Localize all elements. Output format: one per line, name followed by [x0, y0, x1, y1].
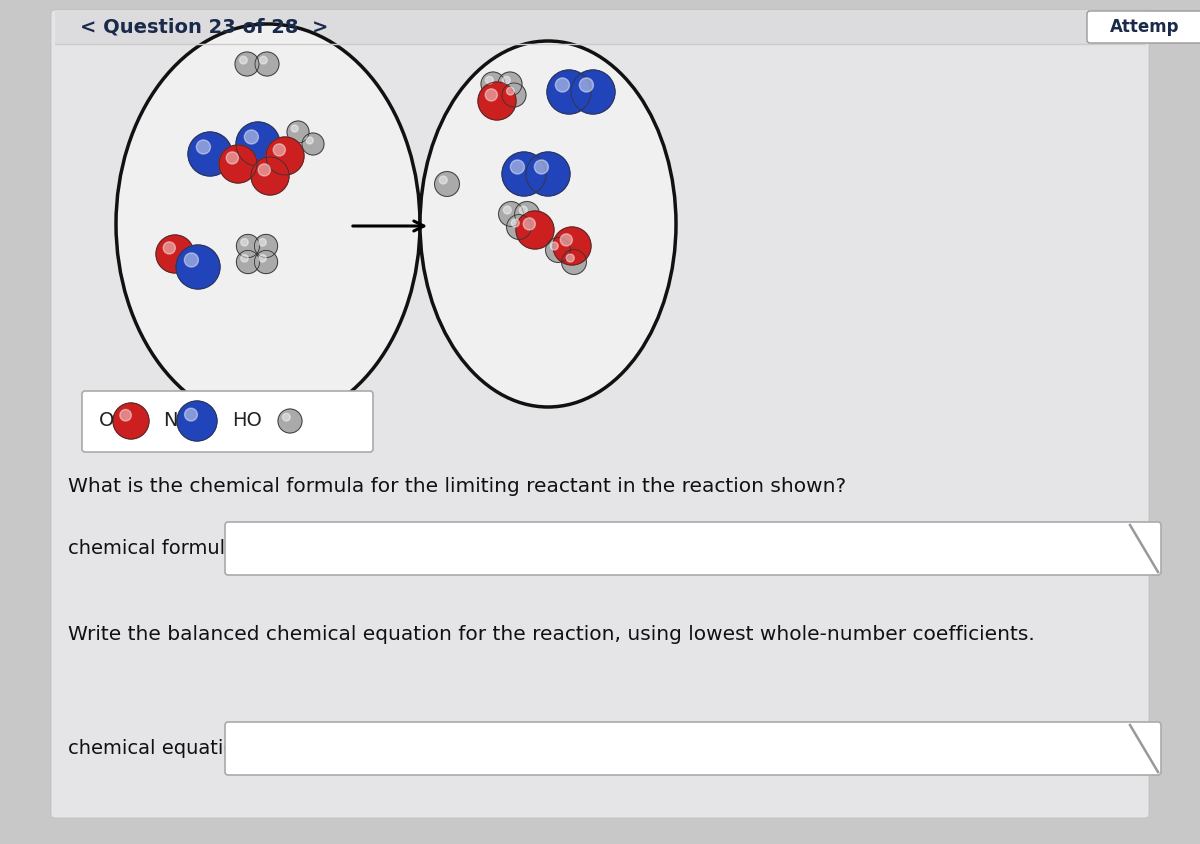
- Circle shape: [236, 122, 280, 166]
- Circle shape: [502, 152, 546, 196]
- Circle shape: [251, 157, 289, 195]
- Circle shape: [266, 137, 304, 175]
- Circle shape: [241, 239, 248, 246]
- FancyBboxPatch shape: [82, 391, 373, 452]
- Circle shape: [523, 218, 535, 230]
- Circle shape: [197, 140, 210, 154]
- Circle shape: [185, 253, 198, 267]
- Ellipse shape: [420, 41, 676, 407]
- Circle shape: [188, 132, 232, 176]
- Circle shape: [580, 78, 594, 92]
- Circle shape: [236, 235, 259, 257]
- Circle shape: [235, 52, 259, 76]
- Circle shape: [236, 251, 259, 273]
- Circle shape: [511, 219, 520, 227]
- Circle shape: [227, 152, 239, 164]
- Circle shape: [278, 409, 302, 433]
- Circle shape: [478, 82, 516, 120]
- Text: HO: HO: [232, 412, 262, 430]
- Circle shape: [287, 121, 310, 143]
- Circle shape: [506, 214, 532, 240]
- Circle shape: [486, 76, 493, 84]
- Circle shape: [245, 130, 258, 144]
- FancyBboxPatch shape: [50, 10, 1150, 818]
- Circle shape: [176, 245, 220, 289]
- Circle shape: [178, 401, 217, 441]
- Circle shape: [302, 133, 324, 155]
- Circle shape: [254, 251, 277, 273]
- Circle shape: [553, 227, 592, 265]
- Text: N: N: [163, 412, 178, 430]
- Text: What is the chemical formula for the limiting reactant in the reaction shown?: What is the chemical formula for the lim…: [68, 477, 846, 495]
- Circle shape: [292, 125, 299, 132]
- Circle shape: [560, 234, 572, 246]
- Circle shape: [516, 211, 554, 249]
- Text: Attemp: Attemp: [1110, 18, 1180, 36]
- Circle shape: [503, 206, 511, 214]
- Circle shape: [566, 254, 575, 262]
- Circle shape: [156, 235, 194, 273]
- Circle shape: [481, 72, 505, 96]
- Circle shape: [434, 171, 460, 197]
- FancyBboxPatch shape: [226, 722, 1162, 775]
- Circle shape: [256, 52, 278, 76]
- Text: chemical equation:: chemical equation:: [68, 739, 254, 759]
- Circle shape: [485, 89, 497, 101]
- Text: chemical formula:: chemical formula:: [68, 539, 244, 559]
- Circle shape: [551, 242, 558, 250]
- Circle shape: [241, 255, 248, 262]
- Circle shape: [562, 250, 587, 274]
- FancyBboxPatch shape: [1087, 11, 1200, 43]
- Bar: [55, 10, 1145, 44]
- Circle shape: [502, 83, 526, 107]
- Text: < Question 23 of 28  >: < Question 23 of 28 >: [80, 18, 329, 36]
- Circle shape: [113, 403, 149, 439]
- Circle shape: [547, 70, 592, 114]
- Circle shape: [274, 143, 286, 156]
- Circle shape: [515, 202, 540, 226]
- Circle shape: [282, 414, 290, 421]
- Circle shape: [571, 70, 616, 114]
- Ellipse shape: [116, 24, 420, 424]
- Circle shape: [120, 409, 131, 421]
- FancyBboxPatch shape: [226, 522, 1162, 575]
- Text: Write the balanced chemical equation for the reaction, using lowest whole-number: Write the balanced chemical equation for…: [68, 625, 1034, 643]
- Circle shape: [546, 238, 570, 262]
- Circle shape: [185, 408, 197, 421]
- Circle shape: [498, 72, 522, 96]
- Circle shape: [506, 87, 515, 95]
- Circle shape: [499, 202, 523, 226]
- Circle shape: [220, 145, 257, 183]
- Text: O: O: [98, 412, 114, 430]
- Circle shape: [526, 152, 570, 196]
- Circle shape: [259, 255, 266, 262]
- Circle shape: [534, 160, 548, 174]
- Circle shape: [556, 78, 570, 92]
- Circle shape: [259, 239, 266, 246]
- Circle shape: [254, 235, 277, 257]
- Circle shape: [306, 137, 313, 144]
- Circle shape: [258, 164, 270, 176]
- Circle shape: [259, 57, 268, 64]
- Circle shape: [439, 176, 448, 184]
- Circle shape: [503, 76, 510, 84]
- Circle shape: [510, 160, 524, 174]
- Circle shape: [520, 206, 527, 214]
- Circle shape: [163, 242, 175, 254]
- Circle shape: [240, 57, 247, 64]
